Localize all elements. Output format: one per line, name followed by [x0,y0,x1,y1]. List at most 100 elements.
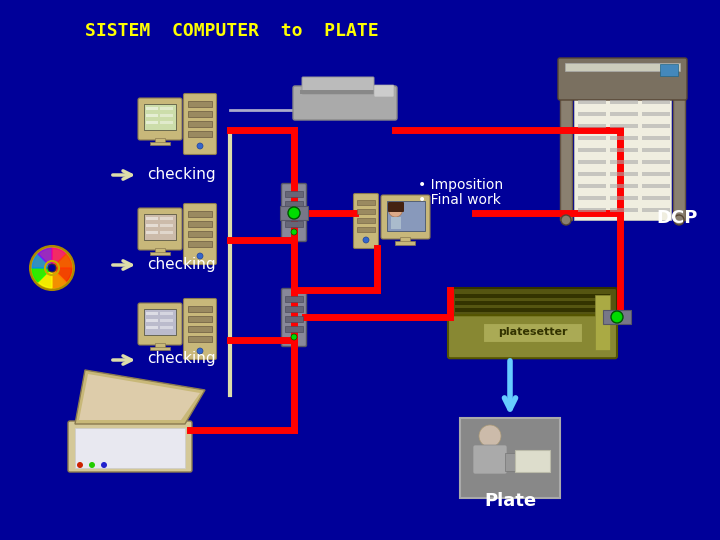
Bar [578,196,606,200]
Bar [578,136,606,140]
Bar [560,95,572,220]
FancyBboxPatch shape [68,421,192,472]
Bar [483,322,582,342]
Bar [285,296,303,302]
Bar [188,221,212,227]
Bar [610,184,638,188]
Bar [155,343,165,348]
Circle shape [479,425,501,447]
Bar [285,221,303,227]
Polygon shape [38,268,52,288]
Bar [610,136,638,140]
Bar [160,326,173,329]
Bar [160,224,173,227]
FancyBboxPatch shape [184,93,217,154]
Polygon shape [79,374,200,420]
Bar [642,196,670,200]
Circle shape [101,462,107,468]
Bar [285,316,303,322]
Bar [146,312,158,315]
Bar [285,306,303,312]
Bar [160,217,173,220]
Bar [455,301,610,305]
Bar [578,112,606,116]
Polygon shape [52,268,72,282]
Bar [642,172,670,176]
Text: platesetter: platesetter [498,327,567,338]
Bar [160,319,173,322]
FancyBboxPatch shape [293,86,397,120]
Bar [595,295,610,350]
FancyBboxPatch shape [138,303,182,345]
Bar [673,95,685,220]
Circle shape [291,229,297,235]
FancyBboxPatch shape [138,98,182,140]
FancyBboxPatch shape [282,288,307,347]
FancyBboxPatch shape [388,202,404,212]
Circle shape [291,334,297,340]
Bar [188,231,212,237]
Bar [610,124,638,128]
Bar [578,172,606,176]
Bar [642,124,670,128]
Bar [146,326,158,329]
Bar [285,211,303,217]
Bar [387,201,425,231]
Bar [357,200,375,205]
Bar [144,104,176,130]
Bar [578,124,606,128]
Bar [642,148,670,152]
Circle shape [611,311,623,323]
Polygon shape [75,370,205,424]
Bar [144,309,176,335]
Bar [146,319,158,322]
Bar [578,148,606,152]
Bar [395,241,415,245]
Bar [146,224,158,227]
Bar [610,148,638,152]
Bar [357,227,375,232]
Bar [160,312,173,315]
Bar [642,100,670,104]
Bar [285,191,303,197]
Bar [642,136,670,140]
Polygon shape [38,248,52,268]
Bar [155,248,165,253]
Bar [603,310,631,324]
Bar [150,142,170,145]
Bar [150,252,170,255]
Bar [155,138,165,143]
Bar [160,121,173,124]
Bar [146,114,158,117]
Bar [280,206,308,220]
Bar [610,100,638,104]
Bar [285,201,303,207]
Bar [610,172,638,176]
Polygon shape [32,268,52,282]
Bar [357,218,375,223]
Bar [390,217,400,229]
Bar [505,453,545,471]
Bar [188,316,212,322]
Bar [660,64,678,76]
Bar [146,231,158,234]
Bar [160,231,173,234]
Bar [642,184,670,188]
Bar [146,121,158,124]
Bar [642,208,670,212]
Bar [642,160,670,164]
Polygon shape [52,268,66,288]
Circle shape [197,253,203,259]
FancyBboxPatch shape [374,85,394,97]
Circle shape [77,462,83,468]
Bar [565,63,680,71]
FancyBboxPatch shape [138,208,182,250]
Bar [610,196,638,200]
FancyBboxPatch shape [354,193,379,248]
Bar [455,308,610,312]
Polygon shape [32,254,52,268]
FancyBboxPatch shape [448,315,617,358]
Text: checking: checking [147,167,215,183]
Bar [578,184,606,188]
Bar [642,112,670,116]
